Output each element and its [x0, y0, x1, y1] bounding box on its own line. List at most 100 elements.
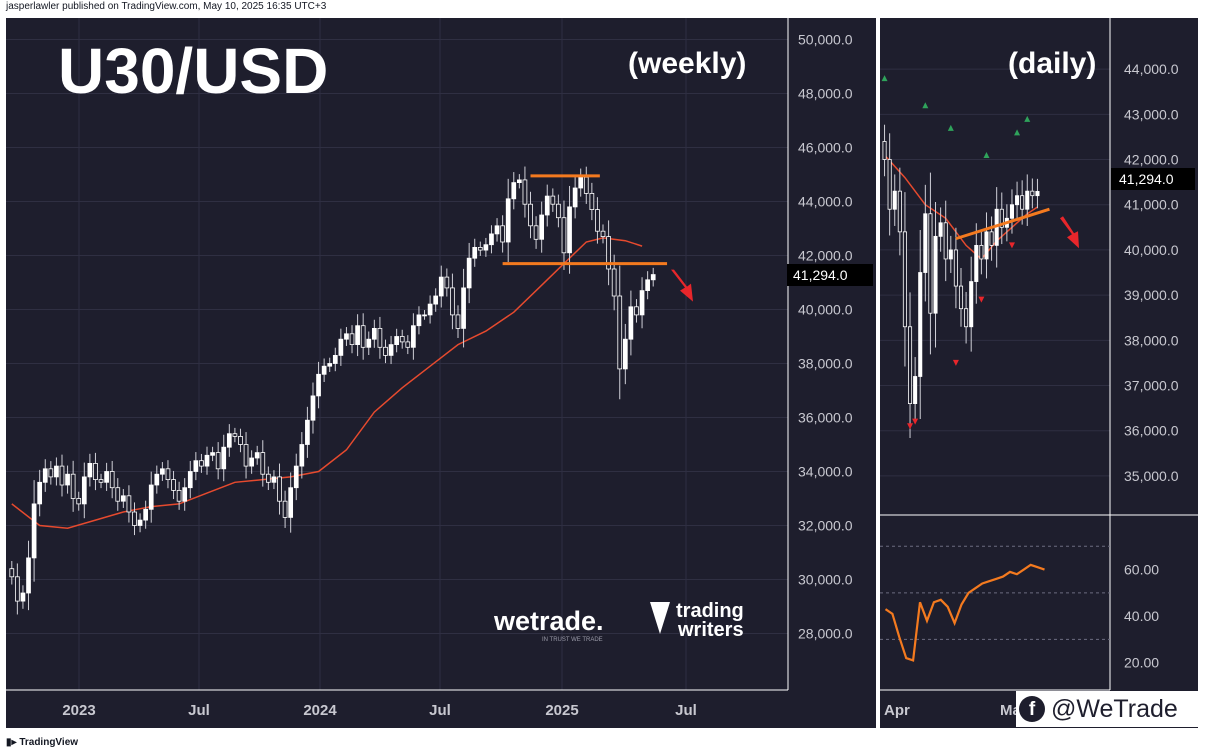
rsi-line [884, 563, 1045, 662]
candle-body [500, 225, 505, 243]
x-tick-label: 2023 [62, 702, 95, 719]
rsi-tick-label: 40.00 [1124, 608, 1159, 624]
candle-body [550, 195, 556, 205]
candle-body [1020, 195, 1025, 210]
candle-body [650, 274, 656, 281]
candle-body [928, 213, 933, 314]
candle-body [461, 287, 466, 329]
y-tick-label: 28,000.0 [798, 626, 853, 642]
candle-body [355, 325, 360, 346]
candle-body [171, 479, 176, 491]
candle-body [433, 295, 439, 305]
candle-body [81, 476, 87, 505]
candle-body [54, 465, 59, 478]
candle-body [556, 203, 561, 219]
candle-body [226, 433, 232, 448]
candle-body [639, 290, 645, 316]
x-tick-label: Jul [675, 702, 697, 719]
wetrade-wordmark: wetrade. [493, 606, 604, 636]
candle-body [249, 457, 254, 467]
y-tick-label: 46,000.0 [798, 140, 853, 156]
candle-body [9, 568, 15, 578]
tw-line-1: trading [676, 600, 744, 622]
tradingview-footer: ▮▸ TradingView [6, 737, 78, 748]
candle-body [908, 326, 913, 405]
candle-body [126, 495, 132, 513]
candle-body [338, 338, 344, 356]
candle-body [494, 225, 500, 235]
candle-body [528, 203, 533, 227]
candle-body [204, 454, 210, 467]
candle-body [120, 495, 126, 502]
candle-body [444, 276, 450, 289]
candle-body [989, 231, 994, 246]
candle-body [505, 198, 511, 243]
candle-body [427, 303, 433, 316]
candle-body [516, 179, 522, 183]
candle-body [243, 444, 249, 467]
candle-body [913, 376, 918, 405]
candle-body [892, 190, 897, 210]
daily-chart: 35,000.0 36,000.0 37,000.0 38,000.0 39,000.0… [880, 18, 1198, 719]
candle-body [266, 473, 271, 483]
candle-body [154, 473, 160, 486]
candle-body [321, 365, 327, 375]
candle-body [143, 508, 149, 521]
candle-body [948, 249, 953, 260]
social-handle-text: @WeTrade [1051, 694, 1178, 723]
candle-body [539, 214, 545, 240]
candle-body [416, 314, 422, 327]
rsi-tick-label: 20.00 [1124, 655, 1159, 671]
candle-body [48, 468, 54, 478]
candle-body [455, 314, 461, 329]
daily-last-price-label: 41,294.0 [1119, 171, 1174, 187]
trendline [955, 207, 1050, 241]
weekly-chart-panel: 28,000.0 30,000.0 32,000.0 34,000.0 36,000.0… [6, 18, 876, 728]
candle-body [104, 471, 109, 483]
daily-last-price-badge [1111, 168, 1195, 190]
y-tick-label: 42,000.0 [798, 248, 853, 264]
social-handle: f @WeTrade [1016, 691, 1204, 727]
candle-body [310, 395, 316, 421]
candle-body [182, 487, 188, 502]
candle-body [254, 452, 260, 459]
daily-chart-panel: 35,000.0 36,000.0 37,000.0 38,000.0 39,000.0… [880, 18, 1198, 728]
candle-body [634, 306, 639, 316]
candle-body [366, 338, 372, 348]
candle-body [933, 235, 938, 314]
candle-body [974, 244, 979, 282]
y-tick-label: 34,000.0 [798, 464, 853, 480]
candle-body [472, 246, 478, 259]
candle-body [65, 473, 70, 486]
candle-body [98, 479, 104, 483]
candle-body [210, 452, 215, 456]
candle-body [1025, 190, 1030, 210]
candle-body [327, 363, 333, 367]
rsi-tick-label: 60.00 [1124, 562, 1159, 578]
x-tick-label: Jul [188, 702, 210, 719]
up-signal-marker [947, 124, 954, 131]
candle-body [589, 192, 595, 210]
candle-body [466, 257, 472, 289]
tradingview-footer-text: TradingView [19, 737, 79, 748]
candle-body [87, 462, 93, 478]
candle-body [193, 460, 199, 472]
down-signal-marker [912, 418, 919, 425]
candle-body [20, 592, 26, 602]
candle-body [221, 446, 227, 470]
candle-body [622, 338, 628, 370]
trading-writers-logo: trading writers [650, 600, 744, 641]
candle-body [15, 576, 20, 602]
candle-body [897, 190, 902, 233]
candle-body [399, 336, 405, 343]
y-tick-label: 37,000.0 [1124, 378, 1179, 394]
candle-body [1015, 195, 1020, 206]
last-price-label: 41,294.0 [793, 267, 848, 283]
candle-body [918, 272, 923, 377]
candle-body [232, 433, 238, 437]
candle-body [383, 346, 388, 356]
candle-body [109, 471, 115, 489]
up-signal-marker [1024, 115, 1031, 122]
candle-body [887, 159, 892, 210]
candle-body [388, 344, 394, 356]
